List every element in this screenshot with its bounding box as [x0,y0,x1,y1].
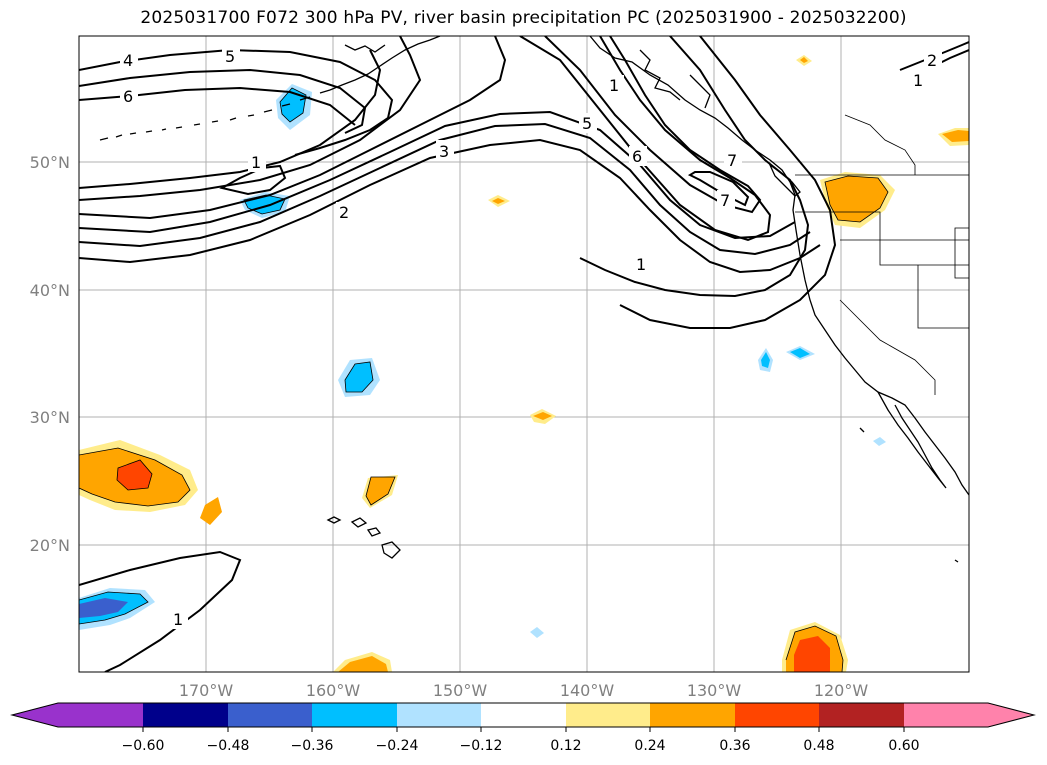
colorbar-label: 0.60 [888,738,919,754]
longitude-labels: 170°W 160°W 150°W 140°W 130°W 120°W [179,681,869,700]
colorbar-segment [650,703,735,727]
colorbar-label: −0.48 [207,738,250,754]
lon-label: 130°W [687,681,742,700]
precip-area-strong-positive [794,636,830,672]
map-frame [78,35,970,673]
precip-area-positive [366,477,395,505]
precip-area-negative [790,348,810,358]
lon-label: 160°W [306,681,361,700]
colorbar-ticks [142,727,905,732]
lon-label: 120°W [814,681,869,700]
lat-label: 40°N [30,281,70,300]
colorbar-segment [481,703,566,727]
pv-contour-label: 5 [225,47,235,66]
lon-label: 140°W [560,681,615,700]
pv-contours [79,36,969,672]
gridlines [79,36,969,672]
precip-area-negative [873,437,886,446]
colorbar-label: −0.24 [376,738,419,754]
lon-label: 150°W [433,681,488,700]
latitude-labels: 50°N 40°N 30°N 20°N [30,153,70,555]
precip-area-positive [800,57,808,63]
map-area [79,36,969,672]
colorbar-label: −0.60 [122,738,165,754]
precip-area-negative [530,627,544,638]
pv-contour-label: 6 [632,147,642,166]
borders [795,114,969,395]
colorbar-label: 0.48 [803,738,834,754]
colorbar-segment [312,703,397,727]
colorbar-labels: −0.60 −0.48 −0.36 −0.24 −0.12 0.12 0.24 … [122,738,920,754]
pv-contour-label: 4 [123,51,133,70]
lat-label: 50°N [30,153,70,172]
pv-contour-label: 1 [251,153,261,172]
colorbar: −0.60 −0.48 −0.36 −0.24 −0.12 0.12 0.24 … [10,702,1036,754]
colorbar-segment [143,703,228,727]
colorbar-segment [735,703,819,727]
pv-contour-label: 6 [123,87,133,106]
precip-area-positive [492,198,505,204]
colorbar-extend-low [12,703,143,727]
coastlines [99,36,969,563]
pv-contour-label: 1 [913,71,923,90]
pv-contour-label: 5 [582,114,592,133]
precip-area-positive [200,497,222,525]
pv-contour-label: 2 [927,51,937,70]
pv-contour-label: 3 [439,142,449,161]
pv-contour-label: 7 [720,191,730,210]
pv-contour-labels: 4 5 6 1 3 2 1 5 6 7 1 2 1 1 [120,46,942,629]
colorbar-label: −0.36 [291,738,334,754]
lat-label: 30°N [30,408,70,427]
shading-outlines [79,87,889,672]
pv-contour-label: 7 [727,151,737,170]
colorbar-segment [228,703,312,727]
colorbar-segment [397,703,481,727]
precip-area-positive [942,130,969,142]
pv-contour-label: 1 [636,255,646,274]
colorbar-label: 0.36 [719,738,750,754]
colorbar-label: 0.12 [550,738,581,754]
precip-area-negative [280,88,306,122]
colorbar-label: 0.24 [634,738,665,754]
colorbar-outline [10,702,1036,728]
pv-contour-label: 2 [339,203,349,222]
colorbar-segment [566,703,650,727]
map-title: 2025031700 F072 300 hPa PV, river basin … [140,8,907,28]
lon-label: 170°W [179,681,234,700]
colorbar-segment [819,703,904,727]
precip-shading [79,55,969,672]
precip-area-positive [533,412,552,420]
precip-area-strong-positive [117,460,152,490]
colorbar-label: −0.12 [460,738,503,754]
pv-contour-label: 1 [173,610,183,629]
precip-area-negative [761,352,770,368]
pv-contour-label: 1 [609,76,619,95]
precip-area-strong-negative [79,598,128,618]
colorbar-extend-high [904,703,1034,727]
lat-label: 20°N [30,536,70,555]
precip-area-positive [825,176,888,222]
precip-area-positive [338,656,388,672]
